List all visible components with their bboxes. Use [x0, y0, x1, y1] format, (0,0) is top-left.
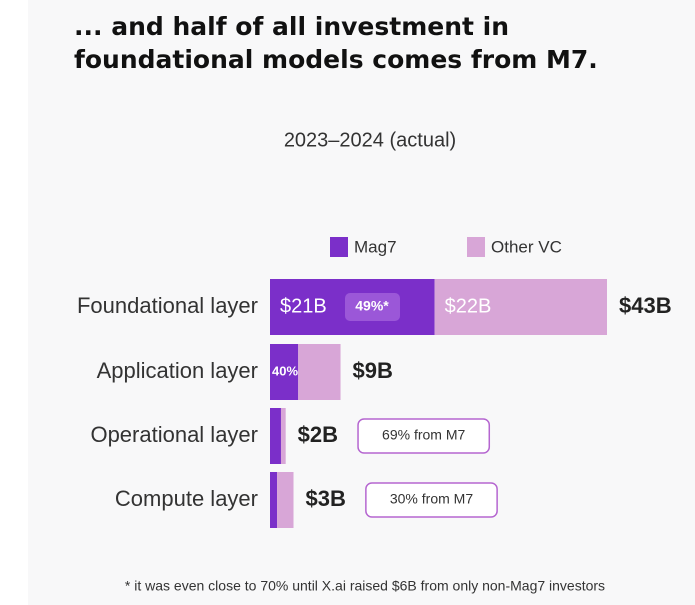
total-label: $3B: [306, 486, 346, 511]
total-label: $43B: [619, 293, 672, 318]
share-badge: [345, 293, 400, 321]
bar-segment: [277, 472, 294, 528]
share-label: 49%*: [355, 298, 389, 314]
share-label: 30% from M7: [390, 491, 473, 507]
footnote: * it was even close to 70% until X.ai ra…: [125, 578, 605, 594]
bar-segment: [270, 472, 278, 528]
legend-swatch: [467, 237, 485, 257]
segment-label: $21B: [280, 295, 327, 317]
title-box: ... and half of all investment in founda…: [74, 12, 598, 74]
share-label: 69% from M7: [382, 427, 465, 443]
category-label: Foundational layer: [77, 293, 258, 318]
share-box: [365, 482, 498, 518]
legend-label: Mag7: [354, 237, 397, 256]
bar-segment: [298, 344, 341, 400]
legend-swatch: [330, 237, 348, 257]
bar-segment: [434, 279, 607, 335]
bar-segment: [280, 408, 286, 464]
segment-label: $22B: [445, 295, 492, 317]
share-box: [357, 418, 491, 454]
share-label: 40%: [272, 363, 298, 378]
category-label: Operational layer: [90, 422, 258, 447]
chart-subtitle: 2023–2024 (actual): [284, 129, 456, 151]
chart-title: ... and half of all investment in founda…: [74, 12, 598, 74]
total-label: $9B: [353, 358, 393, 383]
category-label: Compute layer: [115, 486, 258, 511]
bar-segment: [270, 408, 281, 464]
total-label: $2B: [298, 422, 338, 447]
category-label: Application layer: [97, 358, 258, 383]
bar-segment: [270, 344, 299, 400]
legend-label: Other VC: [491, 237, 562, 256]
